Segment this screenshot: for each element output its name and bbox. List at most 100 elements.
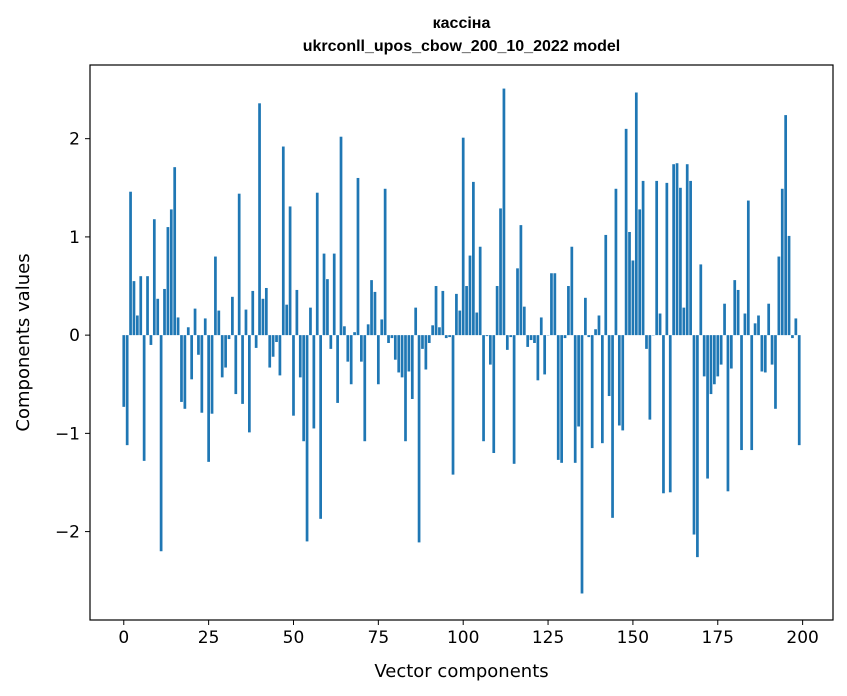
bar-46: [278, 335, 282, 376]
bar-80: [393, 335, 397, 360]
bar-134: [577, 335, 580, 427]
bar-45: [275, 335, 278, 343]
bar-93: [438, 327, 441, 336]
bar-27: [214, 256, 217, 336]
bar-183: [743, 313, 747, 336]
bar-66: [346, 335, 350, 362]
bar-176: [719, 335, 723, 365]
bar-136: [584, 297, 587, 336]
bar-25: [207, 335, 210, 462]
bar-91: [431, 325, 435, 336]
bar-111: [499, 208, 502, 336]
bar-147: [621, 335, 625, 431]
bar-53: [302, 335, 306, 442]
bar-144: [611, 335, 614, 518]
bar-87: [417, 335, 421, 543]
bar-155: [648, 335, 652, 420]
bar-97: [451, 335, 455, 475]
bar-143: [607, 335, 611, 397]
x-tick-label: 125: [532, 628, 564, 648]
bar-186: [753, 323, 757, 336]
bar-65: [343, 326, 346, 336]
bar-3: [132, 281, 136, 336]
bar-118: [522, 306, 526, 336]
bar-18: [183, 335, 187, 409]
bar-88: [421, 335, 424, 349]
bar-96: [448, 335, 451, 338]
bar-123: [539, 317, 543, 336]
bar-75: [376, 335, 380, 385]
bar-153: [641, 180, 645, 336]
bar-4: [135, 315, 139, 336]
bar-127: [553, 273, 557, 336]
bar-62: [332, 253, 336, 336]
bar-69: [356, 177, 360, 336]
bar-106: [482, 335, 485, 442]
x-tick-label: 100: [447, 628, 479, 648]
bar-55: [309, 307, 312, 336]
x-tick-label: 175: [702, 628, 734, 648]
bar-128: [556, 335, 560, 460]
bar-21: [193, 308, 197, 336]
bar-108: [488, 335, 492, 365]
bar-52: [298, 335, 302, 378]
bar-1: [125, 335, 129, 446]
bar-161: [668, 335, 672, 493]
bar-79: [390, 335, 394, 339]
bar-19: [186, 327, 190, 336]
bar-151: [634, 92, 638, 336]
x-tick-label: 150: [617, 628, 649, 648]
bar-198: [794, 318, 798, 336]
bar-171: [702, 335, 706, 377]
bar-6: [142, 335, 146, 461]
bar-29: [220, 335, 224, 378]
bar-179: [729, 335, 733, 369]
bar-181: [736, 289, 740, 336]
bar-194: [780, 188, 784, 336]
bar-189: [763, 335, 767, 373]
x-tick-label: 0: [118, 628, 129, 648]
bar-109: [492, 335, 496, 454]
bar-73: [370, 280, 373, 336]
bar-102: [468, 255, 472, 336]
bar-193: [777, 256, 781, 336]
bar-164: [679, 187, 682, 336]
bar-24: [203, 318, 207, 336]
bar-13: [166, 227, 170, 336]
bar-59: [322, 253, 326, 336]
bar-104: [475, 312, 479, 336]
bar-131: [567, 286, 570, 336]
bar-35: [241, 335, 244, 404]
bar-49: [288, 206, 292, 336]
bar-159: [662, 335, 665, 494]
bar-146: [617, 335, 621, 426]
bar-34: [237, 193, 241, 336]
bar-149: [628, 231, 631, 336]
bar-190: [767, 303, 771, 336]
bar-9: [152, 219, 156, 336]
bar-115: [512, 335, 516, 464]
bar-43: [268, 335, 272, 368]
bar-148: [624, 128, 628, 336]
bar-142: [604, 234, 608, 336]
bar-157: [655, 180, 659, 336]
bar-110: [495, 286, 499, 336]
bar-50: [292, 335, 295, 416]
bar-163: [675, 163, 679, 336]
bar-95: [444, 335, 448, 339]
y-tick-label: −2: [55, 523, 80, 543]
bar-192: [774, 335, 777, 409]
bar-37: [248, 335, 251, 433]
bar-138: [590, 335, 594, 449]
bar-187: [757, 315, 760, 336]
bar-122: [536, 335, 540, 381]
bar-36: [244, 309, 248, 336]
bar-81: [397, 335, 401, 373]
bar-107: [485, 335, 489, 337]
bar-173: [709, 335, 713, 395]
bar-167: [689, 180, 692, 336]
bar-177: [723, 303, 726, 336]
bar-32: [231, 296, 234, 336]
bar-188: [760, 335, 764, 372]
